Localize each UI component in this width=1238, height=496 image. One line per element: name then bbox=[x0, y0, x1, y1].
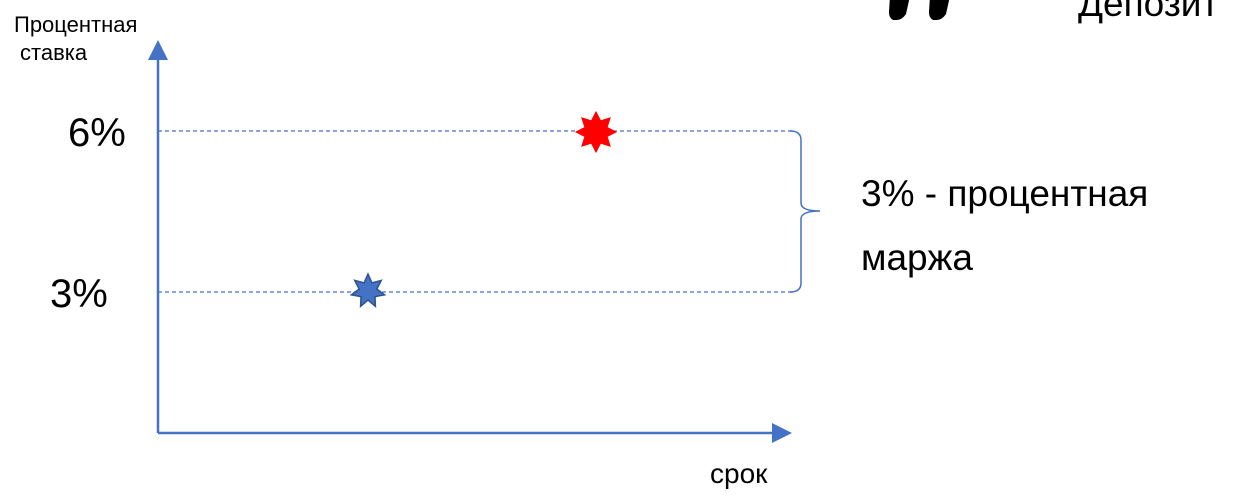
y-tick-label-6: 6% bbox=[68, 111, 126, 155]
y-axis-title-line2: ставка bbox=[20, 40, 88, 65]
top-clipped-icon bbox=[889, 0, 950, 20]
partial-shape-right-icon bbox=[929, 0, 950, 20]
margin-annotation-line2: маржа bbox=[861, 237, 973, 278]
partial-shape-left-icon bbox=[889, 0, 910, 20]
y-axis-title-line1: Процентная bbox=[14, 12, 137, 37]
margin-annotation-line1: 3% - процентная bbox=[861, 173, 1148, 214]
high-rate-star-marker bbox=[574, 110, 618, 154]
top-clipped-label: Депозит bbox=[1078, 0, 1218, 24]
margin-brace bbox=[789, 130, 821, 293]
low-rate-star-marker bbox=[349, 272, 387, 308]
y-tick-label-3: 3% bbox=[50, 272, 108, 316]
x-axis-title: срок bbox=[710, 458, 768, 489]
